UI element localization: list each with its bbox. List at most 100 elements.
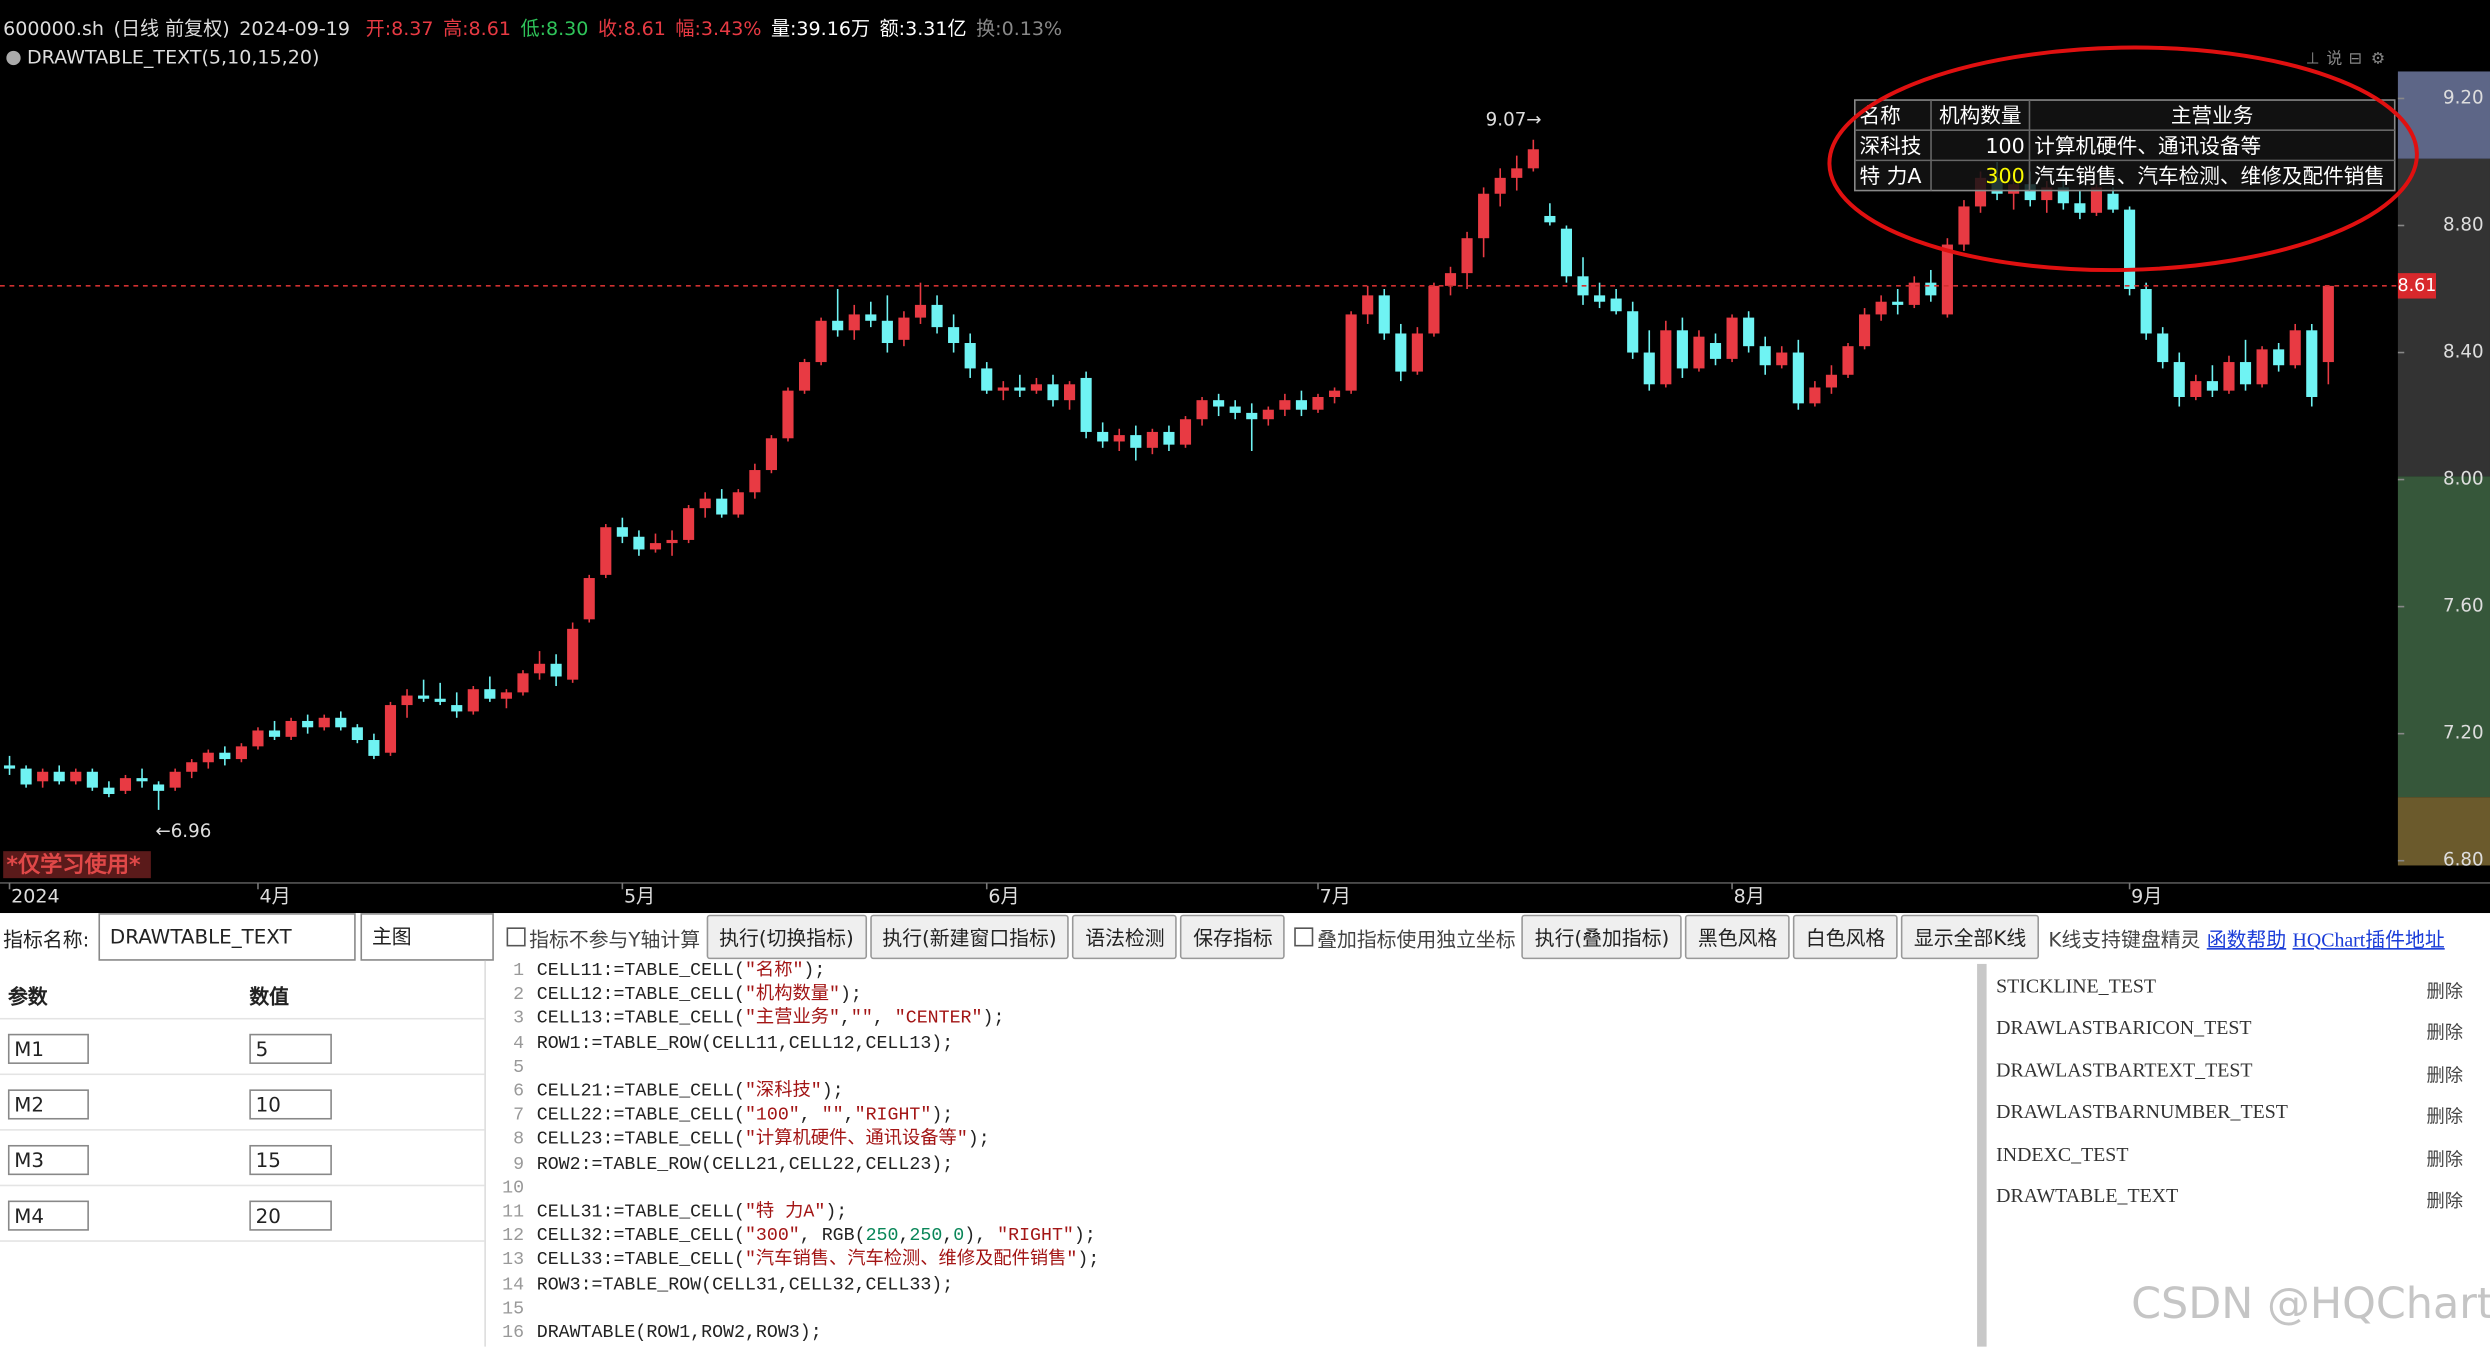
candle-body (848, 314, 860, 331)
overlay-table-bg (1854, 99, 2396, 192)
candle-body (1113, 435, 1125, 442)
name-label: 指标名称: (3, 926, 90, 951)
code-text: CELL32:=TABLE_CELL("300", RGB(250,250,0)… (536, 1226, 1096, 1247)
quote-field: 幅:3.43% (675, 17, 761, 39)
delete-button[interactable]: 删除 (2426, 1105, 2464, 1128)
candle-body (434, 698, 446, 702)
candle-body (1312, 397, 1324, 410)
candle-body (2024, 184, 2036, 201)
svg-text:⊟: ⊟ (2349, 48, 2362, 67)
field-value: 3.31亿 (905, 17, 967, 40)
window-select[interactable]: 主图 (360, 913, 495, 961)
candle-body (583, 578, 595, 620)
code-text: CELL33:=TABLE_CELL("汽车销售、汽车检测、维修及配件销售"); (536, 1250, 1100, 1272)
delete-button[interactable]: 删除 (2426, 1063, 2464, 1086)
candle-body (1743, 317, 1755, 347)
candle-body (1163, 431, 1175, 445)
list-item[interactable]: STICKLINE_TEST (1996, 975, 2157, 998)
candle-body (2206, 381, 2218, 391)
link[interactable]: HQChart插件地址 (2292, 928, 2445, 951)
code-text: ROW3:=TABLE_ROW(CELL31,CELL32,CELL33); (536, 1274, 954, 1296)
button[interactable]: 执行(切换指标) (706, 914, 867, 960)
button[interactable]: 黑色风格 (1685, 914, 1791, 960)
indicator-name: DRAWTABLE_TEXT(5,10,15,20) (26, 46, 320, 69)
code-editor[interactable]: 1 CELL11:=TABLE_CELL("名称"); 2 CELL12:=TABLE… (484, 960, 1978, 1347)
code-text: CELL22:=TABLE_CELL("100", "","RIGHT"); (536, 1105, 954, 1127)
param-input[interactable]: M4 (7, 1200, 89, 1231)
candle-body (2140, 289, 2152, 334)
candle-body (1196, 400, 1208, 420)
low-label: ←6.96 (155, 821, 211, 842)
param-row: M4 20 (0, 1186, 485, 1242)
last-price-label: 8.61 (2398, 276, 2437, 296)
button[interactable]: 显示全部K线 (1901, 914, 2039, 960)
delete-button[interactable]: 删除 (2426, 979, 2464, 1003)
param-header: 参数 数值 (0, 964, 485, 1020)
candle-body (1461, 238, 1473, 274)
button[interactable]: 白色风格 (1793, 914, 1899, 960)
delete-button[interactable]: 删除 (2426, 1147, 2464, 1170)
candle-body (1262, 409, 1274, 420)
candle-body (2057, 187, 2069, 204)
button[interactable]: 保存指标 (1180, 914, 1286, 960)
quote-field: 收:8.61 (598, 17, 666, 39)
watermark-bg (3, 851, 151, 879)
list-item[interactable]: DRAWLASTBARICON_TEST (1996, 1016, 2252, 1040)
button[interactable]: 执行(叠加指标) (1522, 914, 1683, 960)
line-number: 2 (513, 984, 525, 1006)
candle-body (418, 695, 430, 699)
list-item[interactable]: INDEXC_TEST (1996, 1142, 2129, 1165)
field-value: 39.16万 (796, 17, 871, 40)
candle-body (202, 752, 214, 763)
candle-body (1527, 149, 1539, 169)
field-value: 8.37 (391, 17, 434, 40)
date: 2024-09-19 (239, 17, 351, 40)
period: (日线 前复权) (113, 17, 230, 40)
button[interactable]: 执行(新建窗口指标) (869, 914, 1070, 960)
list-item[interactable]: DRAWLASTBARTEXT_TEST (1996, 1058, 2253, 1082)
checkbox[interactable] (506, 927, 526, 947)
param-input[interactable]: 10 (249, 1089, 332, 1120)
delete-button[interactable]: 删除 (2426, 1021, 2464, 1044)
name-input[interactable]: DRAWTABLE_TEXT (98, 913, 357, 961)
candle-body (70, 771, 82, 782)
param-input[interactable]: M1 (7, 1033, 89, 1064)
delete-button[interactable]: 删除 (2426, 1189, 2464, 1212)
code-text: ROW2:=TABLE_ROW(CELL21,CELL22,CELL23); (536, 1153, 954, 1175)
field-label: 高: (443, 17, 469, 40)
x-tick-label: 6月 (988, 886, 1019, 908)
param-input[interactable]: 15 (249, 1144, 332, 1176)
last-price-box (2397, 273, 2437, 299)
y-tick-label: 6.80 (2443, 850, 2484, 871)
param-input[interactable]: M3 (7, 1144, 89, 1176)
param-row: M3 15 (0, 1131, 485, 1187)
candle-body (782, 390, 794, 439)
code-text: CELL31:=TABLE_CELL("特 力A"); (536, 1202, 848, 1223)
scrollbar[interactable] (1977, 963, 1987, 1347)
list-item[interactable]: DRAWLASTBARNUMBER_TEST (1996, 1100, 2288, 1124)
candle-body (484, 689, 496, 699)
high-label: 9.07→ (1486, 110, 1542, 131)
field-label: 收: (597, 17, 624, 40)
list-item[interactable]: DRAWTABLE_TEXT (1996, 1184, 2179, 1207)
hint: K线支持键盘精灵 (2048, 926, 2201, 951)
candle-body (136, 778, 148, 782)
param-input[interactable]: 5 (249, 1033, 332, 1064)
quote-header: 600000.sh (日线 前复权) 2024-09-19 开:8.37 高:8.61… (3, 14, 1071, 41)
candle-body (716, 498, 728, 515)
candle-body (964, 343, 976, 369)
y-tick-label: 7.60 (2443, 596, 2484, 617)
field-label: 低: (520, 17, 547, 40)
link[interactable]: 函数帮助 (2206, 928, 2287, 951)
candle-body (815, 320, 827, 363)
watermark: CSDN @HQChart (2131, 1279, 2490, 1330)
line-number: 4 (513, 1033, 525, 1054)
line-number: 6 (513, 1081, 525, 1103)
candle-body (20, 768, 32, 785)
button[interactable]: 语法检测 (1072, 914, 1178, 960)
line-number: 7 (513, 1105, 525, 1127)
param-input[interactable]: M2 (7, 1089, 89, 1120)
checkbox[interactable] (1294, 927, 1314, 947)
candle-body (948, 327, 960, 344)
param-input[interactable]: 20 (249, 1200, 332, 1231)
